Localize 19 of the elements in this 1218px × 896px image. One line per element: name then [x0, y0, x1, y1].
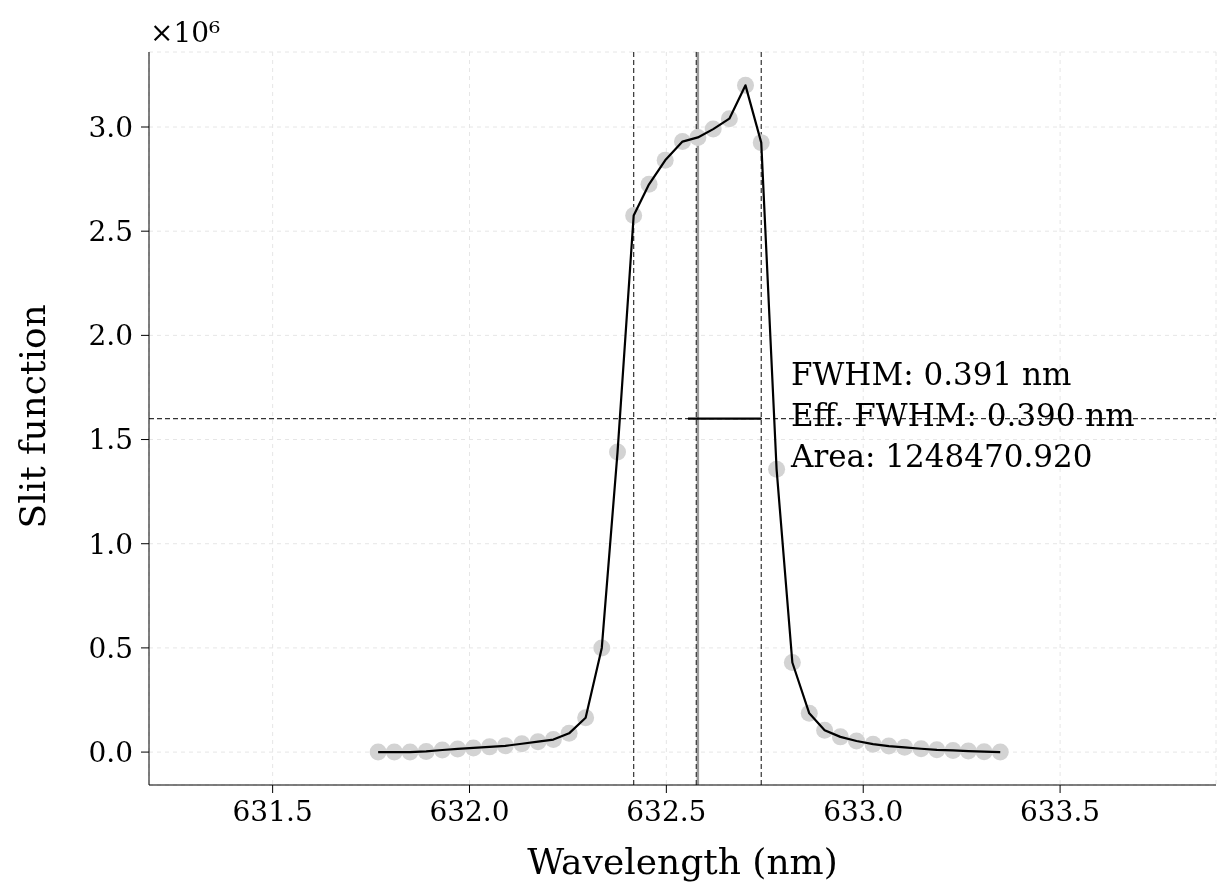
x-tick-label: 631.5 [232, 794, 313, 828]
point [369, 743, 387, 761]
annotation: Area: 1248470.920 [791, 437, 1094, 476]
x-tick-label: 633.0 [823, 794, 904, 828]
y-tick-label: 1.5 [88, 423, 133, 457]
text: ×10⁶ [150, 16, 221, 49]
y-tick-label: 2.0 [88, 319, 133, 353]
y-tick-label: 3.0 [88, 110, 133, 144]
y-tick-label: 0.0 [88, 736, 133, 770]
y-tick-label: 2.5 [88, 215, 133, 249]
y-tick-label: 0.5 [88, 631, 133, 665]
y-tick-label: 1.0 [88, 527, 133, 561]
point [991, 743, 1009, 761]
annotation: FWHM: 0.391 nm [791, 355, 1073, 394]
x-axis-title: Wavelength (nm) [527, 841, 838, 882]
y-axis-title: Slit function [11, 304, 53, 529]
x-tick-label: 633.5 [1020, 794, 1101, 828]
x-tick-label: 632.5 [626, 794, 707, 828]
x-tick-label: 632.0 [429, 794, 510, 828]
